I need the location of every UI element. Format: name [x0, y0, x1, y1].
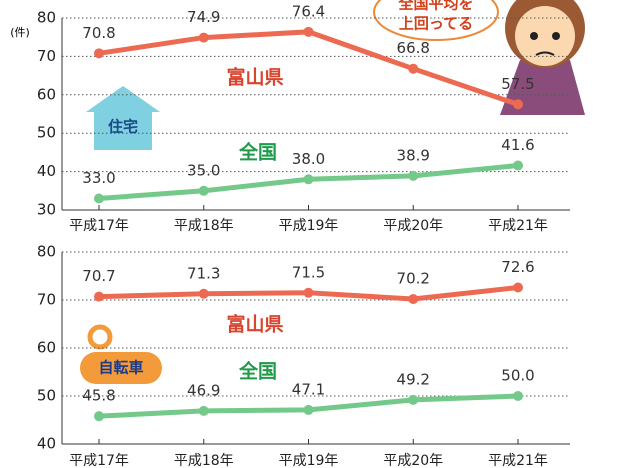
- point: [94, 411, 104, 421]
- y-tick-label: 60: [37, 85, 56, 103]
- point: [94, 193, 104, 203]
- y-tick-label: 40: [37, 162, 56, 180]
- value-label: 35.0: [187, 161, 220, 179]
- point: [408, 171, 418, 181]
- chart: 304050607080(件)平成17年平成18年平成19年平成20年平成21年…: [0, 0, 636, 468]
- x-tick-label: 平成20年: [383, 218, 443, 234]
- point: [408, 395, 418, 405]
- value-label: 74.9: [187, 8, 220, 26]
- series-name: 富山県: [226, 66, 283, 89]
- point: [199, 289, 209, 299]
- point: [94, 292, 104, 302]
- x-tick-label: 平成18年: [174, 453, 234, 468]
- y-tick-label: 30: [37, 201, 56, 219]
- y-tick-label: 50: [37, 387, 56, 405]
- value-label: 71.3: [187, 264, 220, 282]
- value-label: 45.8: [82, 387, 115, 405]
- series-name: 全国: [238, 360, 277, 383]
- character: [500, 0, 585, 115]
- value-label: 47.1: [292, 380, 325, 398]
- x-tick-label: 平成19年: [279, 453, 339, 468]
- series-name: 全国: [238, 141, 277, 164]
- annotation: 自転車: [98, 359, 143, 377]
- value-label: 76.4: [292, 2, 325, 20]
- x-tick-label: 平成17年: [69, 218, 129, 234]
- point: [513, 391, 523, 401]
- point: [304, 27, 314, 37]
- point: [513, 99, 523, 109]
- value-label: 70.7: [82, 267, 115, 285]
- x-tick-label: 平成18年: [174, 218, 234, 234]
- value-label: 72.6: [501, 258, 534, 276]
- x-tick-label: 平成21年: [488, 218, 548, 234]
- series-line: [99, 32, 518, 105]
- y-axis-label: (件): [10, 26, 30, 39]
- value-label: 50.0: [501, 367, 534, 385]
- point: [304, 405, 314, 415]
- value-label: 57.5: [501, 75, 534, 93]
- point: [304, 288, 314, 298]
- value-label: 46.9: [187, 381, 220, 399]
- point: [408, 64, 418, 74]
- point: [199, 406, 209, 416]
- value-label: 33.0: [82, 169, 115, 187]
- point: [408, 294, 418, 304]
- annotation: 上回ってる: [399, 15, 473, 33]
- value-label: 70.8: [82, 24, 115, 42]
- value-label: 38.9: [397, 146, 430, 164]
- point: [94, 48, 104, 58]
- value-label: 41.6: [501, 136, 534, 154]
- point: [199, 33, 209, 43]
- x-tick-label: 平成17年: [69, 453, 129, 468]
- y-tick-label: 50: [37, 124, 56, 142]
- y-tick-label: 80: [37, 9, 56, 27]
- point: [513, 283, 523, 293]
- y-tick-label: 40: [37, 435, 56, 453]
- value-label: 71.5: [292, 263, 325, 281]
- value-label: 38.0: [292, 150, 325, 168]
- value-label: 66.8: [397, 39, 430, 57]
- y-tick-label: 60: [37, 339, 56, 357]
- value-label: 70.2: [397, 270, 430, 288]
- x-tick-label: 平成19年: [279, 218, 339, 234]
- x-tick-label: 平成21年: [488, 453, 548, 468]
- annotation: 住宅: [108, 118, 138, 136]
- y-tick-label: 80: [37, 243, 56, 261]
- annotation: 全国平均を: [397, 0, 473, 13]
- series-name: 富山県: [226, 313, 283, 336]
- point: [199, 186, 209, 196]
- value-label: 49.2: [397, 370, 430, 388]
- point: [513, 160, 523, 170]
- x-tick-label: 平成20年: [383, 453, 443, 468]
- y-tick-label: 70: [37, 47, 56, 65]
- y-tick-label: 70: [37, 291, 56, 309]
- point: [304, 174, 314, 184]
